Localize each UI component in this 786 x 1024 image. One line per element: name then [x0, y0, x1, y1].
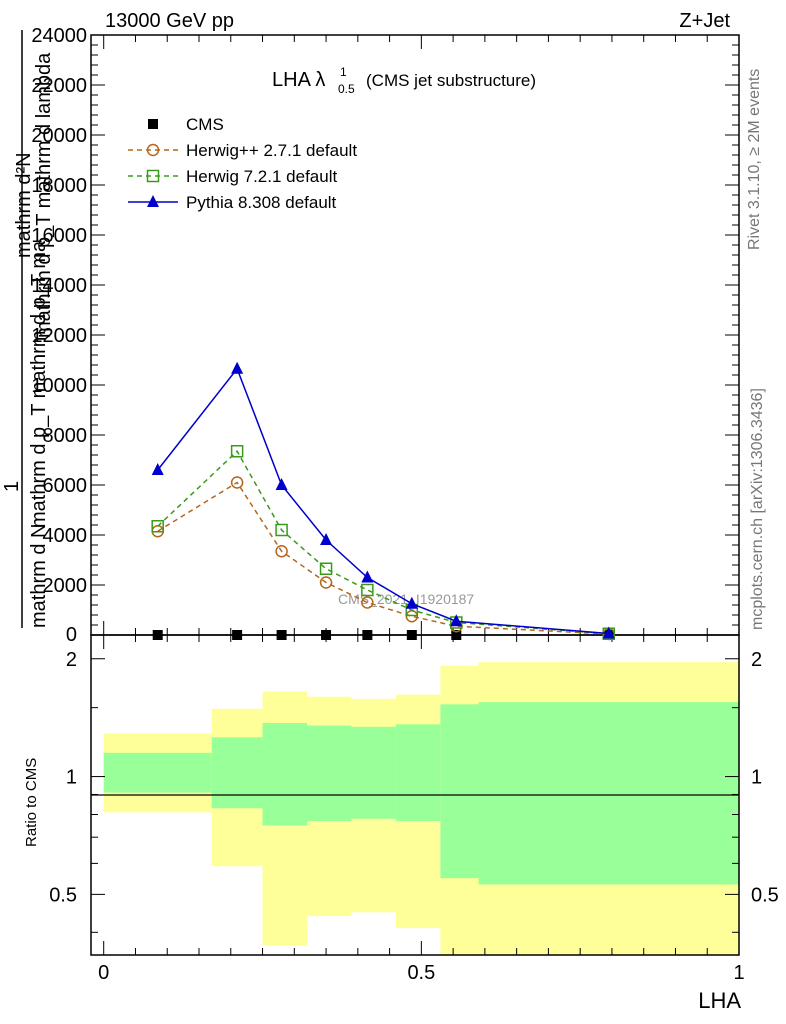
series-point-3 [405, 596, 418, 609]
series-point-2 [361, 583, 374, 597]
ratio-band-green [478, 702, 739, 885]
series-point-0 [276, 630, 287, 640]
ratio-bands [103, 662, 739, 955]
x-axis-label: LHA [698, 988, 741, 1013]
series-point-3 [231, 361, 244, 374]
ratio-y-axis-label: Ratio to CMS [23, 758, 40, 847]
series-point-0 [152, 630, 163, 640]
x-tick-label: 0.5 [407, 962, 435, 984]
series-point-0 [321, 630, 332, 640]
y-tick-label: 14000 [31, 275, 87, 297]
series-point-0 [362, 630, 373, 640]
legend-label: CMS [186, 115, 224, 134]
ratio-band-green [103, 752, 212, 793]
ratio-band-green [262, 723, 307, 826]
ratio-band-green [395, 724, 441, 821]
ylabel-den-inner: mathrm d p_T mathrm d p_T ma [28, 240, 50, 528]
y-tick-label: 20000 [31, 125, 87, 147]
legend-marker [147, 195, 159, 207]
series-point-1 [361, 596, 374, 609]
ratio-band-green [211, 737, 263, 809]
series-point-3 [602, 626, 615, 639]
process-label: Z+Jet [679, 10, 730, 32]
main-y-axis-label: mathrm d²N mathrm d p_T mathrm d lambda … [1, 30, 55, 628]
ratio-y-tick-label: 1 [66, 767, 77, 789]
y-tick-label: 10000 [31, 375, 87, 397]
ratio-band-green [351, 726, 396, 819]
y-tick-label: 22000 [31, 75, 87, 97]
y-tick-label-zero: 0 [66, 624, 77, 646]
y-tick-label: 2000 [43, 575, 88, 597]
y-tick-label: 24000 [31, 25, 87, 47]
series-point-0 [451, 630, 462, 640]
series-point-1 [275, 545, 288, 558]
series-point-1 [319, 576, 333, 589]
title-main: LHA λ [272, 69, 325, 91]
data-series [151, 361, 616, 641]
series-point-3 [450, 614, 463, 627]
x-tick-label: 0 [98, 962, 109, 984]
series-line-2 [157, 450, 609, 635]
series-point-3 [151, 463, 164, 475]
series-line-1 [157, 481, 609, 635]
ratio-band-green [440, 704, 479, 879]
series-point-0 [232, 630, 243, 640]
rivet-label: Rivet 3.1.10, ≥ 2M events [746, 69, 763, 250]
ylabel-one: 1 [1, 481, 23, 492]
energy-label: 13000 GeV pp [105, 10, 234, 32]
series-point-2 [319, 562, 333, 575]
y-tick-label: 16000 [31, 225, 87, 247]
plot-title: LHA λ 1 0.5 (CMS jet substructure) [272, 65, 536, 96]
x-tick-label: 1 [733, 962, 744, 984]
ratio-band-green [307, 725, 352, 821]
y-tick-label: 4000 [43, 525, 88, 547]
series-point-1 [230, 476, 244, 489]
ratio-y-tick-label: 0.5 [49, 884, 77, 906]
ylabel-den: mathrm d N [28, 524, 50, 628]
series-point-3 [275, 478, 288, 490]
legend-marker [146, 143, 160, 157]
y-tick-label: 6000 [43, 475, 88, 497]
series-point-2 [151, 520, 164, 533]
y-tick-label: 18000 [31, 175, 87, 197]
ratio-y-tick-label: 2 [66, 649, 77, 671]
y-tick-label: 12000 [31, 325, 87, 347]
ylabel-line2: mathrm d p_T mathrm d lambda [33, 52, 55, 338]
title-sup: 1 [340, 65, 347, 79]
series-point-3 [320, 533, 333, 545]
series-point-0 [406, 630, 417, 640]
legend: CMS Herwig++ 2.7.1 default Herwig 7.2.1 de… [128, 115, 357, 212]
ratio-y-tick-label-right: 1 [751, 767, 762, 789]
title-sub: 0.5 [338, 82, 355, 96]
ratio-y-tick-label-right: 0.5 [751, 884, 779, 906]
series-line-3 [157, 367, 609, 635]
mcplots-label: mcplots.cern.ch [arXiv:1306.3436] [749, 388, 766, 630]
legend-label: Pythia 8.308 default [186, 193, 337, 212]
ylabel-line1: mathrm d²N [13, 152, 35, 258]
legend-marker [148, 119, 158, 129]
axis-ticks: 2000 4000 6000 8000 10000 12000 14000 16000 1800… [31, 25, 778, 984]
series-point-3 [361, 570, 374, 583]
y-tick-label: 8000 [43, 425, 88, 447]
legend-label: Herwig 7.2.1 default [186, 167, 337, 186]
ratio-y-tick-label-right: 2 [751, 649, 762, 671]
series-point-2 [230, 445, 244, 458]
series-point-2 [275, 523, 288, 537]
legend-marker [146, 169, 160, 183]
title-extra: (CMS jet substructure) [366, 71, 536, 90]
legend-label: Herwig++ 2.7.1 default [186, 141, 357, 160]
